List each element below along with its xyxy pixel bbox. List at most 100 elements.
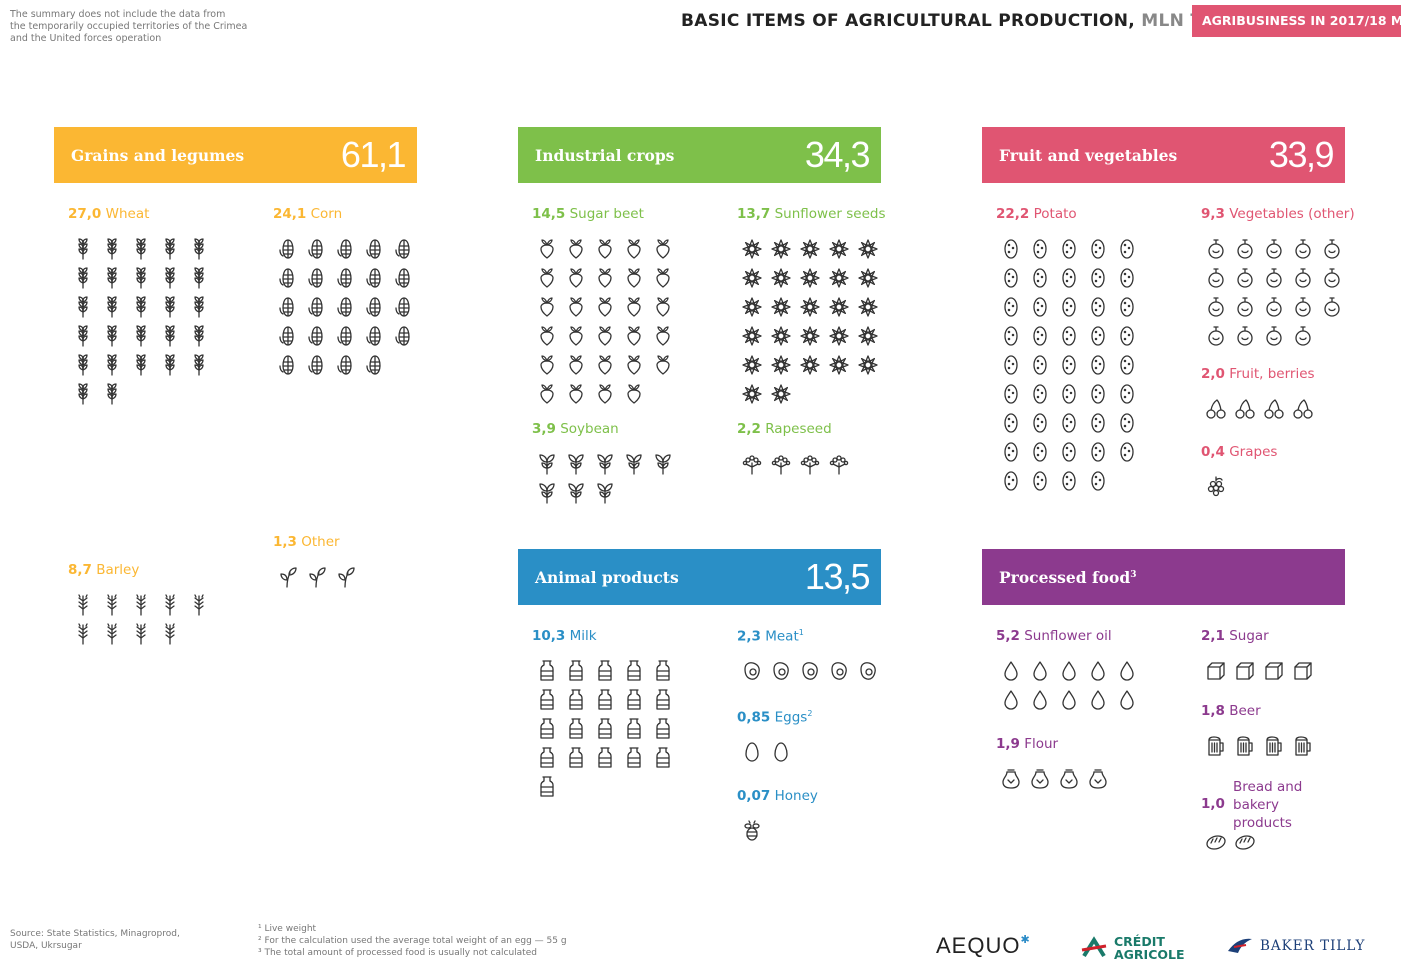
corn-icon — [389, 292, 418, 321]
corn-icon — [331, 263, 360, 292]
wheat-icon — [126, 263, 155, 292]
sprout-icon — [331, 562, 360, 591]
sunflower-icon — [766, 263, 795, 292]
oil-drop-icon — [1025, 685, 1054, 714]
item-sunflower-oil-value: 5,2 — [996, 628, 1020, 644]
item-barley-icon-grid — [68, 590, 213, 648]
oil-drop-icon — [1025, 656, 1054, 685]
potato-icon — [996, 466, 1025, 495]
item-other-value: 1,3 — [273, 534, 297, 550]
item-honey-value: 0,07 — [737, 788, 771, 804]
cherry-icon — [1230, 394, 1259, 423]
sunflower-icon — [737, 292, 766, 321]
onion-icon — [1259, 234, 1288, 263]
potato-icon — [1025, 408, 1054, 437]
banner-industrial-total: 34,3 — [804, 134, 871, 175]
item-sugar-value: 2,1 — [1201, 628, 1225, 644]
rapeseed-icon — [824, 449, 853, 478]
sprout-icon — [273, 562, 302, 591]
oil-drop-icon — [996, 685, 1025, 714]
item-soybean: 3,9 Soybean — [532, 421, 677, 507]
wheat-icon — [126, 292, 155, 321]
item-honey-label: 0,07 Honey — [737, 788, 882, 804]
milk-can-icon — [619, 685, 648, 714]
cherry-icon — [1201, 394, 1230, 423]
corn-icon — [331, 234, 360, 263]
banner-processed-name: Processed food3 — [982, 568, 1136, 587]
item-vegetables-other-value: 9,3 — [1201, 206, 1225, 222]
steak-icon — [853, 657, 882, 686]
potato-icon — [1054, 263, 1083, 292]
item-beer-value: 1,8 — [1201, 703, 1225, 719]
item-beer-name: Beer — [1224, 703, 1261, 719]
item-sunflower-oil-label: 5,2 Sunflower oil — [996, 628, 1141, 644]
item-sugar: 2,1 Sugar — [1201, 628, 1317, 685]
beer-mug-icon — [1259, 731, 1288, 760]
potato-icon — [1054, 350, 1083, 379]
milk-can-icon — [532, 772, 561, 801]
beet-icon — [619, 263, 648, 292]
soybean-icon — [648, 449, 677, 478]
oil-drop-icon — [1083, 685, 1112, 714]
potato-icon — [1083, 292, 1112, 321]
item-honey: 0,07 Honey — [737, 788, 882, 845]
milk-can-icon — [619, 714, 648, 743]
corn-icon — [389, 234, 418, 263]
potato-icon — [1025, 263, 1054, 292]
item-sunflower-oil-icon-grid — [996, 656, 1141, 714]
beet-icon — [590, 321, 619, 350]
banner-processed-footnote: 3 — [1130, 569, 1137, 580]
potato-icon — [1112, 321, 1141, 350]
item-meat: 2,3 Meat1 — [737, 628, 882, 686]
sunflower-icon — [737, 350, 766, 379]
barley-icon — [68, 590, 97, 619]
potato-icon — [996, 292, 1025, 321]
item-bread-label: Bread and bakery products 1,0 — [1201, 778, 1346, 831]
beet-icon — [561, 234, 590, 263]
item-sugar-beet: 14,5 Sugar beet — [532, 206, 677, 408]
item-fruit-berries-value: 2,0 — [1201, 366, 1225, 382]
steak-icon — [737, 657, 766, 686]
milk-can-icon — [619, 743, 648, 772]
corn-icon — [389, 321, 418, 350]
item-corn-label: 24,1 Corn — [273, 206, 418, 222]
banner-animal-total: 13,5 — [804, 556, 871, 597]
potato-icon — [1112, 437, 1141, 466]
wheat-icon — [97, 379, 126, 408]
potato-icon — [1025, 437, 1054, 466]
item-bread-value: 1,0 — [1201, 796, 1225, 812]
beet-icon — [532, 350, 561, 379]
beet-icon — [590, 234, 619, 263]
beer-mug-icon — [1230, 731, 1259, 760]
soybean-icon — [532, 478, 561, 507]
bread-icon — [1201, 826, 1230, 855]
sunflower-icon — [824, 350, 853, 379]
banner-fruitveg: Fruit and vegetables 33,9 — [982, 127, 1345, 183]
barley-icon — [97, 619, 126, 648]
potato-icon — [1054, 321, 1083, 350]
sunflower-icon — [737, 234, 766, 263]
item-rapeseed: 2,2 Rapeseed — [737, 421, 882, 478]
potato-icon — [996, 408, 1025, 437]
banner-grains: Grains and legumes 61,1 — [54, 127, 417, 183]
item-corn-name: Corn — [306, 206, 343, 222]
item-sugar-label: 2,1 Sugar — [1201, 628, 1317, 644]
item-flour: 1,9 Flour — [996, 736, 1112, 793]
item-meat-icon-grid — [737, 657, 882, 686]
item-bread-name: Bread and bakery products — [1233, 779, 1303, 831]
item-corn-icon-grid — [273, 234, 418, 379]
oil-drop-icon — [1083, 656, 1112, 685]
sunflower-icon — [766, 350, 795, 379]
credit-agricole-icon — [1081, 936, 1107, 958]
sunflower-icon — [853, 350, 882, 379]
milk-can-icon — [648, 685, 677, 714]
sunflower-icon — [853, 234, 882, 263]
item-sunflower-seeds-icon-grid — [737, 234, 885, 408]
potato-icon — [1083, 379, 1112, 408]
corn-icon — [273, 263, 302, 292]
item-flour-name: Flour — [1019, 736, 1059, 752]
potato-icon — [1083, 466, 1112, 495]
beet-icon — [561, 379, 590, 408]
item-wheat-name: Wheat — [101, 206, 150, 222]
milk-can-icon — [648, 656, 677, 685]
